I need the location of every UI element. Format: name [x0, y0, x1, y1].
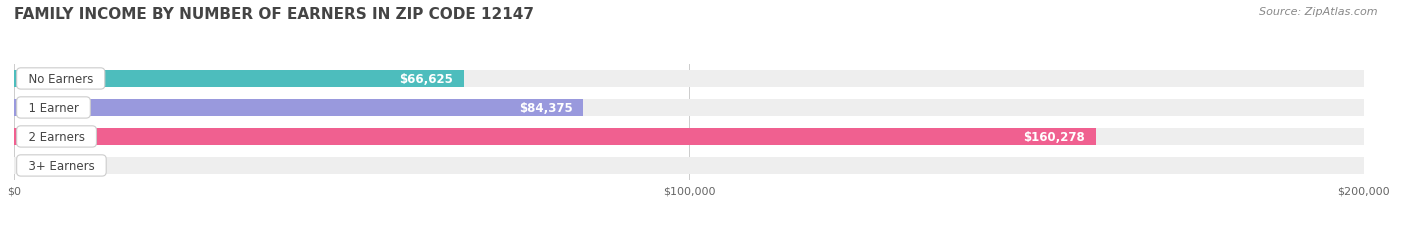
Bar	[14, 128, 1364, 145]
Text: 2 Earners: 2 Earners	[21, 130, 93, 143]
Bar	[14, 71, 464, 88]
Text: $84,375: $84,375	[519, 101, 572, 115]
Text: 1 Earner: 1 Earner	[21, 101, 86, 115]
Text: $0: $0	[25, 159, 39, 172]
Text: Source: ZipAtlas.com: Source: ZipAtlas.com	[1260, 7, 1378, 17]
Text: FAMILY INCOME BY NUMBER OF EARNERS IN ZIP CODE 12147: FAMILY INCOME BY NUMBER OF EARNERS IN ZI…	[14, 7, 534, 22]
Bar	[14, 128, 1095, 145]
Bar	[14, 71, 1364, 88]
Bar	[14, 100, 583, 116]
Text: No Earners: No Earners	[21, 73, 101, 86]
Text: 3+ Earners: 3+ Earners	[21, 159, 103, 172]
Bar	[14, 100, 1364, 116]
Text: $66,625: $66,625	[399, 73, 453, 86]
Text: $160,278: $160,278	[1024, 130, 1085, 143]
Bar	[14, 157, 1364, 174]
